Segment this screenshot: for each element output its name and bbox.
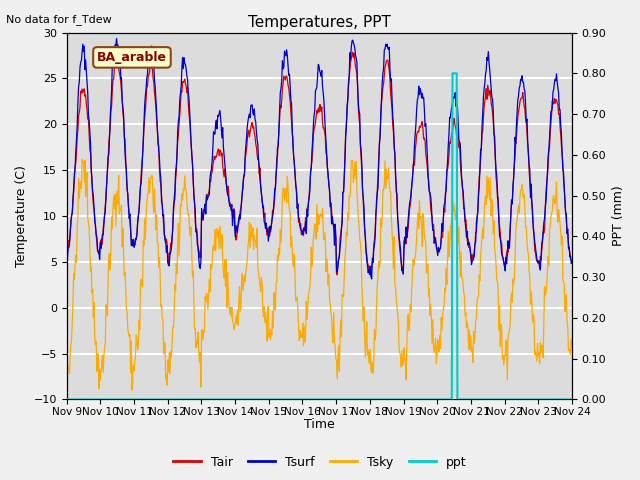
Y-axis label: PPT (mm): PPT (mm) xyxy=(612,186,625,246)
Text: No data for f_Tdew: No data for f_Tdew xyxy=(6,14,112,25)
Title: Temperatures, PPT: Temperatures, PPT xyxy=(248,15,391,30)
Y-axis label: Temperature (C): Temperature (C) xyxy=(15,165,28,267)
Text: BA_arable: BA_arable xyxy=(97,51,167,64)
X-axis label: Time: Time xyxy=(304,419,335,432)
Legend: Tair, Tsurf, Tsky, ppt: Tair, Tsurf, Tsky, ppt xyxy=(168,451,472,474)
